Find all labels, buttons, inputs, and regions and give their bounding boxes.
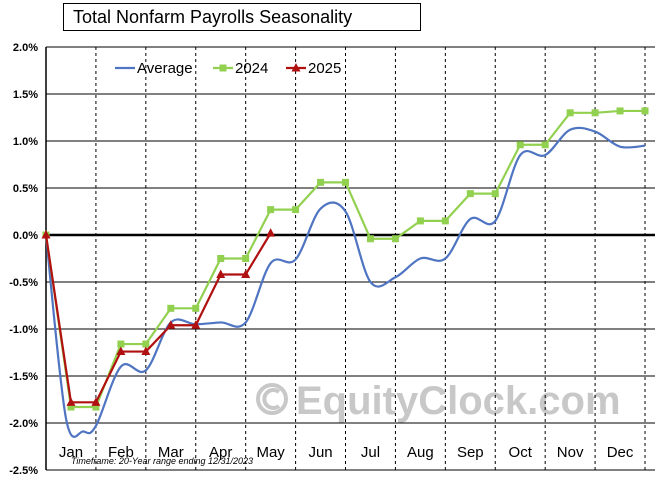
data-point xyxy=(167,304,175,312)
watermark: EquityClock.com xyxy=(256,379,621,423)
legend-label: 2025 xyxy=(308,60,341,77)
y-tick-label: -2.0% xyxy=(9,418,38,430)
data-point xyxy=(616,107,624,115)
watermark-text: EquityClock.com xyxy=(296,379,621,423)
data-point xyxy=(241,269,251,278)
x-tick-label: Nov xyxy=(557,444,584,461)
data-point xyxy=(342,178,350,186)
x-tick-label: Jul xyxy=(361,444,380,461)
data-point xyxy=(116,346,126,356)
series-line-2025 xyxy=(44,232,272,404)
legend-label: 2024 xyxy=(235,60,268,77)
x-tick-label: May xyxy=(256,444,285,461)
y-tick-label: -1.0% xyxy=(9,324,38,336)
data-point xyxy=(491,190,499,198)
data-point xyxy=(317,178,325,186)
x-tick-label: Feb xyxy=(108,444,134,461)
series-2025 xyxy=(41,228,276,406)
legend: Average 2024 2025 xyxy=(115,60,341,77)
data-point xyxy=(266,228,276,237)
x-tick-label: Jan xyxy=(59,444,83,461)
legend-item-2024: 2024 xyxy=(213,60,268,77)
y-tick-label: -2.5% xyxy=(9,465,38,477)
data-point xyxy=(466,190,474,198)
x-tick-label: Apr xyxy=(209,444,232,461)
data-point xyxy=(216,269,226,278)
series-2024 xyxy=(42,107,649,411)
x-tick-label: Mar xyxy=(158,444,184,461)
data-point xyxy=(267,206,275,214)
y-tick-label: 1.5% xyxy=(13,89,38,101)
legend-marker xyxy=(219,64,227,72)
data-point xyxy=(591,109,599,117)
data-point xyxy=(191,320,201,329)
legend-marker xyxy=(291,63,301,72)
chart-title: Total Nonfarm Payrolls Seasonality xyxy=(63,3,421,31)
data-point xyxy=(66,397,76,406)
footnote: Timeframe: 20-Year range ending 12/31/20… xyxy=(71,456,253,466)
data-point xyxy=(141,346,151,356)
data-point xyxy=(242,255,250,262)
data-point xyxy=(441,217,449,225)
data-point xyxy=(516,141,524,149)
data-point xyxy=(192,304,200,312)
x-tick-label: Dec xyxy=(607,444,634,461)
series-line-average xyxy=(44,126,646,438)
data-point xyxy=(391,235,399,243)
y-tick-label: 2.0% xyxy=(13,42,38,54)
data-point xyxy=(292,206,300,214)
series-average xyxy=(44,126,646,438)
data-point xyxy=(92,403,100,411)
data-point xyxy=(416,217,424,225)
y-tick-label: 0.0% xyxy=(13,230,38,242)
data-point xyxy=(117,340,125,348)
data-point xyxy=(217,255,225,262)
legend-label: Average xyxy=(137,60,193,77)
x-tick-label: Oct xyxy=(509,444,533,461)
x-tick-label: Aug xyxy=(407,444,434,461)
data-point xyxy=(366,235,374,243)
data-point xyxy=(166,320,176,329)
data-point xyxy=(142,340,150,348)
data-point xyxy=(67,403,75,411)
legend-item-2025: 2025 xyxy=(286,60,341,77)
data-point xyxy=(541,141,549,149)
y-tick-label: -0.5% xyxy=(9,277,38,289)
data-point xyxy=(566,109,574,117)
data-point xyxy=(41,230,51,239)
data-point xyxy=(641,107,649,115)
x-tick-label: Sep xyxy=(457,444,484,461)
axes: 2.0% 1.5% 1.0% 0.5% 0.0% -0.5% -1.0% -1.5% -2.0%… xyxy=(9,42,655,477)
legend-item-average: Average xyxy=(115,60,193,77)
data-point xyxy=(91,397,101,406)
y-tick-label: 1.0% xyxy=(13,136,38,148)
y-tick-label: -1.5% xyxy=(9,371,38,383)
series xyxy=(41,107,649,438)
y-tick-label: 0.5% xyxy=(13,183,38,195)
x-tick-label: Jun xyxy=(308,444,332,461)
copyright-icon xyxy=(256,383,288,415)
